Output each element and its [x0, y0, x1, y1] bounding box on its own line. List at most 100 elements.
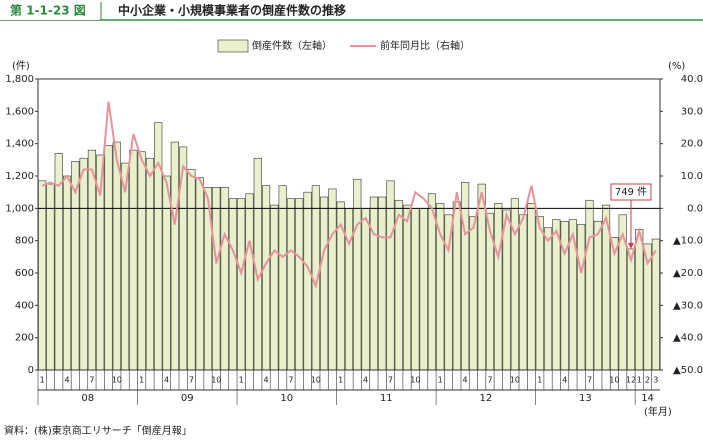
bar: [560, 220, 569, 371]
bar: [129, 149, 138, 371]
bar: [577, 224, 586, 371]
bar: [195, 177, 204, 371]
y-tick-label: 200: [15, 333, 34, 344]
y-tick-label: 1,200: [5, 171, 34, 182]
year-label: 14: [641, 393, 654, 404]
bar: [610, 237, 619, 371]
x-tick-label: 7: [587, 376, 592, 385]
y2-unit: (%): [668, 61, 685, 72]
bar: [187, 169, 196, 371]
x-tick-label: 7: [189, 376, 194, 385]
x-tick-label: 4: [64, 376, 69, 385]
bar: [361, 208, 370, 371]
x-tick-label: 10: [112, 376, 122, 385]
x-tick-label: 10: [311, 376, 321, 385]
x-tick-label: 4: [164, 376, 169, 385]
y-tick-label: 1,800: [5, 74, 34, 85]
bar: [543, 227, 553, 371]
x-tick-label: 4: [264, 376, 269, 385]
bar: [535, 216, 544, 371]
x-tick-label: 12: [626, 376, 636, 385]
bar: [527, 203, 536, 371]
y2-tick-label: ▲10.0: [673, 236, 703, 247]
bar: [411, 208, 420, 371]
y2-tick-label: ▲20.0: [673, 268, 703, 279]
bar: [237, 198, 246, 371]
bar: [245, 193, 254, 371]
x-tick-label: 7: [487, 376, 492, 385]
y-tick-label: 800: [15, 236, 34, 247]
bar: [38, 180, 47, 371]
bar: [461, 182, 470, 371]
source: 資料：(株)東京商工リサーチ「倒産月報」: [4, 424, 192, 437]
year-label: 13: [579, 393, 592, 404]
x-tick-label: 4: [363, 376, 368, 385]
year-label: 12: [479, 393, 492, 404]
x-tick-label: 10: [211, 376, 221, 385]
bar: [154, 122, 163, 371]
annotation-head: [627, 242, 634, 249]
x-tick-label: 4: [562, 376, 567, 385]
x-tick-label: 3: [653, 376, 658, 385]
bar: [635, 229, 644, 371]
x-tick-label: 10: [609, 376, 619, 385]
bar: [220, 187, 229, 371]
y-tick-label: 1,000: [5, 203, 34, 214]
y2-tick-label: 10.0: [681, 171, 703, 182]
figure-number: 第 1-1-23 図: [10, 3, 86, 18]
bar: [386, 180, 395, 371]
bar: [344, 208, 354, 371]
bar: [212, 187, 221, 371]
bar: [145, 157, 155, 371]
line: [41, 101, 657, 290]
header-box: [0, 1, 100, 20]
y2-tick-label: ▲30.0: [673, 300, 703, 311]
x-tick-label: 1: [40, 376, 45, 385]
x-tick-label: 7: [89, 376, 94, 385]
y2-tick-label: 20.0: [681, 139, 703, 150]
bar: [477, 183, 486, 371]
bar: [286, 198, 295, 371]
x-tick-label: 1: [537, 376, 542, 385]
bar: [295, 198, 304, 371]
x-tick-label: 2: [645, 376, 650, 385]
bar: [452, 201, 461, 371]
bar: [270, 204, 279, 371]
bar: [328, 188, 337, 371]
y-tick-label: 1,400: [5, 139, 34, 150]
x-tick-label: 4: [463, 376, 468, 385]
bar: [585, 199, 594, 371]
year-label: 11: [380, 393, 393, 404]
bar: [104, 144, 113, 371]
bar: [403, 204, 412, 371]
year-label: 08: [81, 393, 94, 404]
bar: [228, 198, 237, 371]
y2-tick-label: 0.0: [687, 203, 703, 214]
x-tick-label: 1: [239, 376, 244, 385]
x-tick-label: 10: [410, 376, 420, 385]
plot-frame: [37, 78, 661, 371]
bar: [593, 220, 602, 371]
bar: [552, 219, 561, 371]
bar: [162, 175, 171, 371]
bar: [62, 175, 72, 371]
bar: [502, 209, 511, 371]
bar: [651, 238, 660, 371]
bar: [626, 248, 636, 371]
bar: [427, 193, 436, 371]
bar: [170, 141, 179, 371]
legend-swatch: [217, 39, 249, 53]
x-tick-label: 1: [139, 376, 144, 385]
bar: [121, 162, 130, 371]
x-tick-label: 7: [388, 376, 393, 385]
bar: [369, 196, 378, 371]
y2-tick-label: ▲40.0: [673, 333, 703, 344]
bar: [494, 203, 503, 371]
bar: [378, 196, 387, 371]
x-unit: (年月): [644, 405, 672, 418]
bar: [46, 183, 55, 371]
bar: [320, 196, 329, 371]
bar: [510, 198, 519, 371]
x-tick-label: 1: [438, 376, 443, 385]
